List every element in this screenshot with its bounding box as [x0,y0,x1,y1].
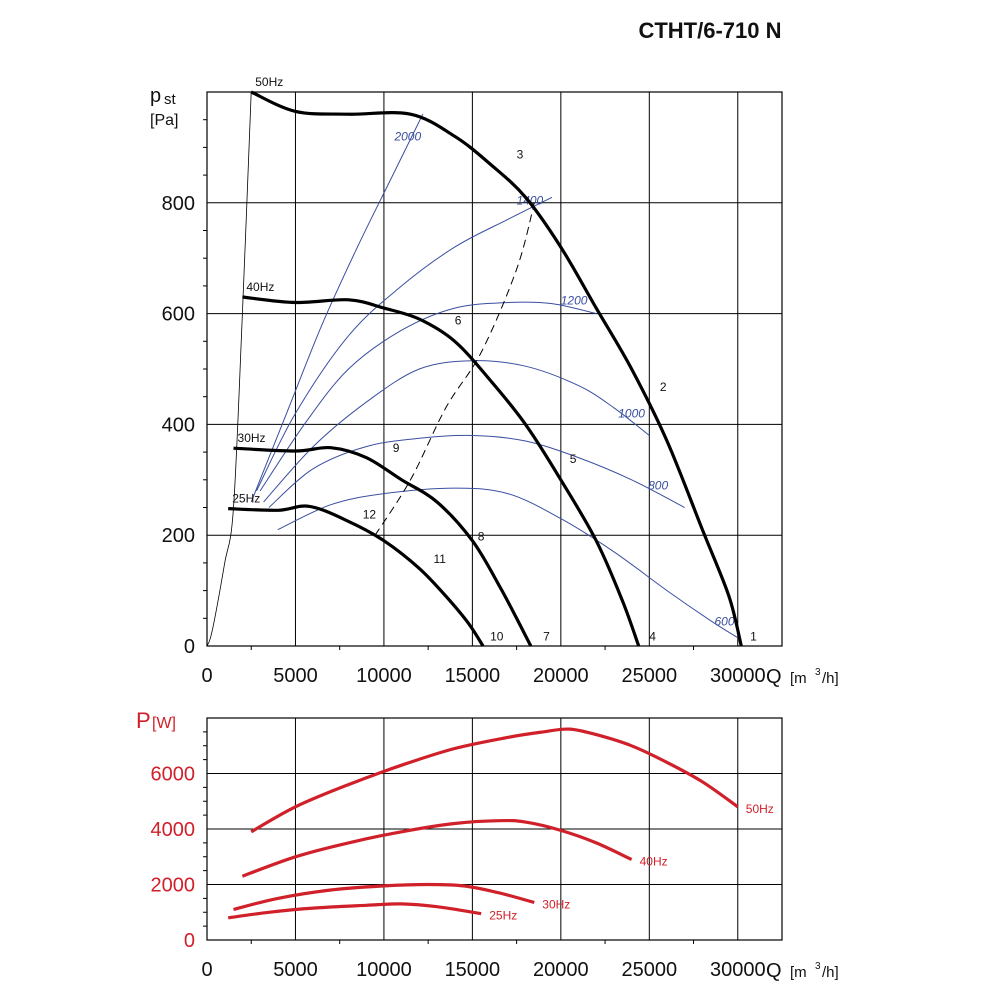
top-x-tick-label: 20000 [533,665,589,687]
top-x-tick-label: 15000 [445,665,501,687]
top-y-axis-label-sub: st [164,91,177,108]
fan-curve-label: 25Hz [232,492,260,506]
bottom-x-tick-label: 20000 [533,959,589,981]
fan-curve-40hz [242,295,641,647]
fan-curve-30hz [233,445,533,647]
speed-line [268,434,685,508]
top-x-tick-label: 25000 [621,665,677,687]
power-curve-25hz [227,902,482,920]
speed-line-label: 800 [648,479,668,493]
speed-line [256,196,553,492]
top-y-axis-unit: [Pa] [150,112,178,129]
bottom-y-tick-label: 2000 [151,875,196,897]
operating-point-label: 10 [490,629,504,643]
top-y-axis-label: p [150,85,161,107]
top-y-tick-label: 800 [162,193,195,215]
bottom-y-tick-label: 0 [184,930,195,952]
top-x-axis-label: Q [766,666,782,688]
operating-point-label: 4 [649,629,656,643]
bottom-x-tick-label: 30000 [710,959,766,981]
bottom-y-axis-unit: [W] [152,715,176,732]
power-curve-50hz [250,727,739,834]
speed-line [277,487,739,639]
bottom-y-tick-label: 6000 [151,764,196,786]
operating-point-label: 8 [478,530,485,544]
top-y-tick-label: 0 [184,636,195,658]
power-curve-label: 50Hz [746,802,774,816]
power-curve-label: 30Hz [542,898,570,912]
bottom-x-axis-unit-end: /h] [822,964,839,981]
bottom-x-tick-label: 25000 [621,959,677,981]
top-x-axis-unit-end: /h] [822,670,839,687]
operating-point-label: 3 [517,147,524,161]
bottom-x-axis-unit-sup: 3 [815,961,821,972]
speed-line [259,301,597,492]
top-x-axis-unit: [m [790,670,807,687]
power-curve-40hz [241,818,633,878]
power-curve-30hz [233,882,535,912]
speed-line-label: 2000 [393,130,421,144]
efficiency-dashed-line [374,202,535,536]
speed-line-label: 600 [714,614,734,628]
operating-point-label: 5 [570,452,577,466]
bottom-y-axis-label: P [136,708,151,733]
chart-title: CTHT/6-710 N [638,18,782,43]
bottom-x-tick-label: 5000 [273,959,318,981]
top-y-tick-label: 200 [162,525,195,547]
bottom-x-tick-label: 15000 [445,959,501,981]
bottom-x-axis-unit: [m [790,964,807,981]
fan-curve-25hz [228,504,485,647]
speed-line [263,360,650,503]
top-x-tick-label: 30000 [710,665,766,687]
bottom-x-axis-label: Q [766,960,782,982]
operating-point-label: 11 [433,552,446,566]
power-curve-label: 40Hz [640,855,668,869]
speed-line-label: 1200 [561,294,588,308]
bottom-y-tick-label: 4000 [151,819,196,841]
fan-curve-50hz [250,90,743,647]
operating-point-label: 7 [543,629,550,643]
operating-point-label: 1 [750,629,757,643]
bottom-x-tick-label: 0 [201,959,212,981]
fan-curve-label: 40Hz [246,280,274,294]
operating-point-label: 2 [660,380,667,394]
bottom-x-tick-label: 10000 [356,959,412,981]
power-curve-label: 25Hz [489,909,517,923]
top-y-tick-label: 400 [162,414,195,436]
speed-line [250,113,424,503]
operating-point-label: 9 [393,441,400,455]
system-curve [206,91,252,647]
operating-point-label: 12 [363,508,377,522]
top-x-tick-label: 0 [201,665,212,687]
fan-curve-label: 50Hz [255,75,283,89]
top-y-tick-label: 600 [162,304,195,326]
top-x-tick-label: 10000 [356,665,412,687]
top-plot-frame [206,91,783,647]
top-x-axis-unit-sup: 3 [815,667,821,678]
fan-curve-label: 30Hz [238,431,266,445]
speed-line-label: 1000 [618,407,645,421]
top-x-tick-label: 5000 [273,665,318,687]
operating-point-label: 6 [455,314,462,328]
